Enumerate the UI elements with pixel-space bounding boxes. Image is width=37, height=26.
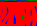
Text: 1675: 1675 xyxy=(0,1,37,26)
Text: DII = Tertile 2: DII = Tertile 2 xyxy=(0,1,7,26)
Text: HR (3 vs. 1) = 1.67 (1.18-2.35): HR (3 vs. 1) = 1.67 (1.18-2.35) xyxy=(8,0,37,25)
Text: Number at risk: Number at risk xyxy=(1,19,37,26)
Text: 2299: 2299 xyxy=(0,2,37,26)
Text: 2074: 2074 xyxy=(0,1,37,26)
Text: 2089: 2089 xyxy=(0,2,37,26)
Text: 2405: 2405 xyxy=(0,1,37,26)
Text: 1416: 1416 xyxy=(0,1,37,26)
Text: 1701: 1701 xyxy=(0,2,37,26)
Text: Tertile 1: Tertile 1 xyxy=(34,0,37,26)
Text: DII = Tertile 1: DII = Tertile 1 xyxy=(0,0,7,26)
Text: 2303: 2303 xyxy=(0,1,37,26)
Text: 1470: 1470 xyxy=(0,2,37,26)
Text: Tertile 3: Tertile 3 xyxy=(34,0,37,26)
Text: 2405: 2405 xyxy=(0,2,37,26)
Text: Tertile 2: Tertile 2 xyxy=(34,0,37,26)
Text: HR (2 vs. 1) = 1.41 (1.02-1.94): HR (2 vs. 1) = 1.41 (1.02-1.94) xyxy=(8,0,37,26)
Text: DII = Tertile 3: DII = Tertile 3 xyxy=(0,2,7,26)
Text: 1070: 1070 xyxy=(0,1,37,26)
Text: 1133: 1133 xyxy=(0,2,37,26)
